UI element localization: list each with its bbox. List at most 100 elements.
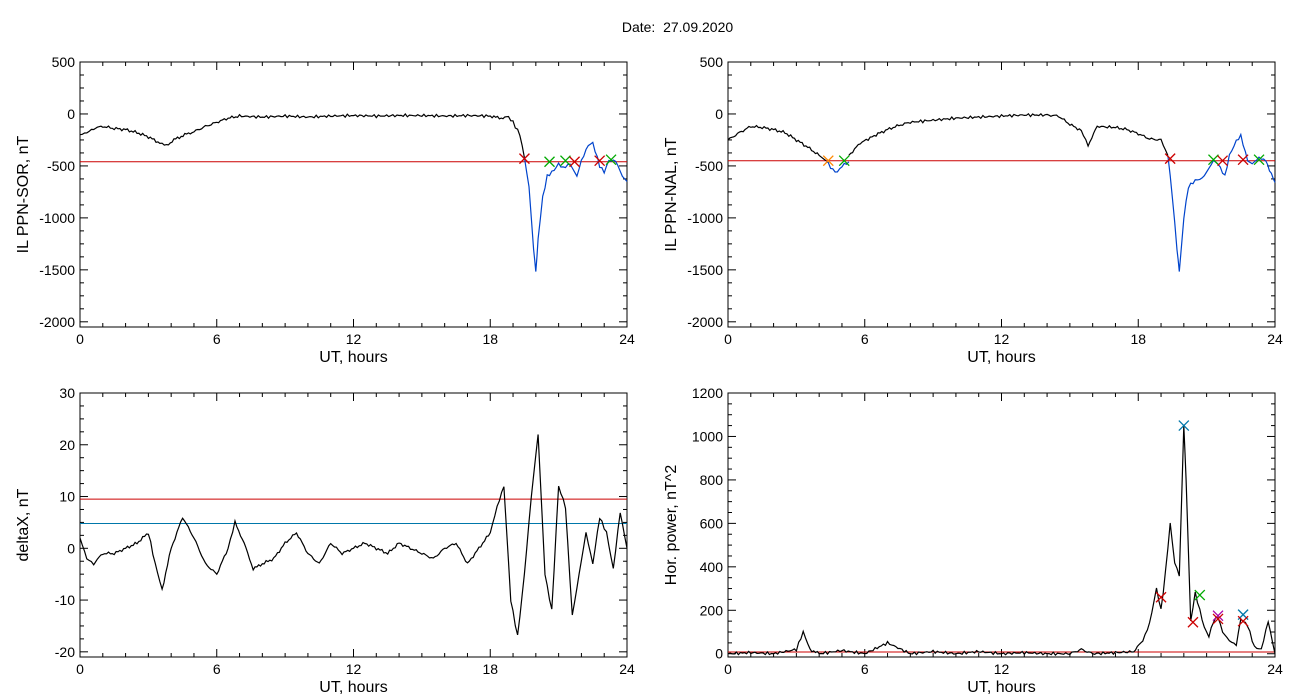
y-tick-label: -2000 bbox=[687, 314, 723, 330]
cross-marker-stroke bbox=[1155, 591, 1167, 603]
x-tick-label: 6 bbox=[213, 331, 221, 347]
x-tick-label: 6 bbox=[861, 661, 869, 677]
x-tick-label: 0 bbox=[724, 661, 732, 677]
x-tick-label: 24 bbox=[1267, 661, 1283, 677]
cross-marker bbox=[1237, 154, 1249, 166]
x-tick-label: 24 bbox=[1267, 331, 1283, 347]
y-tick-label: 0 bbox=[67, 106, 75, 122]
cross-marker bbox=[1253, 154, 1265, 166]
cross-marker bbox=[1164, 153, 1176, 165]
cross-marker bbox=[822, 155, 834, 167]
y-tick-label: 0 bbox=[715, 646, 723, 662]
cross-marker-stroke bbox=[1194, 589, 1206, 601]
cross-marker bbox=[1237, 615, 1249, 627]
y-tick-label: 1000 bbox=[692, 428, 723, 444]
x-axis-label: UT, hours bbox=[967, 679, 1035, 696]
y-tick-label: -1500 bbox=[687, 262, 723, 278]
cross-marker-stroke bbox=[1253, 154, 1265, 166]
y-tick-label: 800 bbox=[700, 472, 724, 488]
y-tick-label: 20 bbox=[59, 437, 75, 453]
chart-panel-2: 0 6 12 18 24 500 0 -500 -1000 -1500 -2000 UT, hours… bbox=[663, 54, 1283, 366]
x-axis-label: UT, hours bbox=[319, 679, 387, 696]
y-tick-label: 10 bbox=[59, 489, 75, 505]
y-tick-label: -500 bbox=[695, 158, 723, 174]
cross-marker-stroke bbox=[1212, 610, 1224, 622]
y-tick-label: -1500 bbox=[39, 262, 75, 278]
cross-marker bbox=[1217, 155, 1229, 167]
cross-marker bbox=[1194, 589, 1206, 601]
y-tick-label: 400 bbox=[700, 559, 724, 575]
series-line bbox=[1167, 132, 1276, 272]
cross-marker-stroke bbox=[518, 153, 530, 165]
x-tick-label: 6 bbox=[213, 661, 221, 677]
chart-panel-3: 0 6 12 18 24 30 20 10 0 -10 -20 UT, hours deltaX, nT bbox=[15, 385, 635, 696]
y-tick-label: -10 bbox=[55, 592, 75, 608]
x-tick-label: 12 bbox=[994, 661, 1010, 677]
cross-marker bbox=[518, 153, 530, 165]
y-tick-label: -20 bbox=[55, 644, 75, 660]
date-value: 27.09.2020 bbox=[663, 19, 734, 35]
x-axis-label: UT, hours bbox=[319, 349, 387, 366]
y-tick-label: 500 bbox=[52, 54, 76, 70]
cross-marker-stroke bbox=[838, 155, 850, 167]
cross-marker-stroke bbox=[594, 155, 606, 167]
cross-marker-stroke bbox=[1212, 613, 1224, 625]
x-tick-label: 18 bbox=[482, 661, 498, 677]
y-axis-label: deltaX, nT bbox=[15, 488, 32, 561]
x-tick-label: 18 bbox=[482, 331, 498, 347]
chart-panel-4: 0 6 12 18 24 1200 1000 800 600 400 200 0 UT, hours Ho… bbox=[663, 385, 1283, 696]
y-tick-label: 200 bbox=[700, 602, 724, 618]
cross-marker-stroke bbox=[1217, 155, 1229, 167]
y-axis-label: IL PPN-NAL, nT bbox=[663, 137, 680, 251]
y-tick-label: 0 bbox=[67, 540, 75, 556]
plot-frame bbox=[727, 61, 1276, 328]
y-tick-label: 0 bbox=[715, 106, 723, 122]
cross-marker bbox=[569, 156, 581, 168]
cross-marker-stroke bbox=[822, 155, 834, 167]
cross-marker bbox=[1187, 616, 1199, 628]
cross-marker-stroke bbox=[560, 155, 571, 167]
cross-marker bbox=[1178, 420, 1190, 432]
y-tick-label: 1200 bbox=[692, 385, 723, 401]
x-tick-label: 24 bbox=[619, 331, 635, 347]
cross-marker bbox=[594, 155, 606, 167]
cross-marker-stroke bbox=[1164, 153, 1176, 165]
cross-marker bbox=[560, 155, 571, 167]
y-tick-label: 30 bbox=[59, 385, 75, 401]
x-tick-label: 0 bbox=[76, 661, 84, 677]
y-tick-label: -1000 bbox=[39, 210, 75, 226]
plot-frame bbox=[79, 61, 628, 328]
y-tick-label: 600 bbox=[700, 515, 724, 531]
cross-marker bbox=[1212, 610, 1224, 622]
x-tick-label: 18 bbox=[1130, 331, 1146, 347]
x-tick-label: 12 bbox=[346, 331, 362, 347]
y-axis-label: IL PPN-SOR, nT bbox=[15, 135, 32, 253]
cross-marker bbox=[544, 156, 555, 168]
x-tick-label: 24 bbox=[619, 661, 635, 677]
cross-marker-stroke bbox=[1208, 154, 1219, 166]
cross-marker bbox=[1212, 613, 1224, 625]
page-title: Date: 27.09.2020 bbox=[0, 19, 1300, 35]
cross-marker-stroke bbox=[1187, 616, 1199, 628]
plot-frame bbox=[727, 392, 1276, 658]
x-tick-label: 12 bbox=[346, 661, 362, 677]
y-tick-label: 500 bbox=[700, 54, 724, 70]
series-line bbox=[727, 124, 827, 162]
x-axis-label: UT, hours bbox=[967, 349, 1035, 366]
y-tick-label: -1000 bbox=[687, 210, 723, 226]
series-line bbox=[825, 161, 850, 173]
x-tick-label: 6 bbox=[861, 331, 869, 347]
y-axis-label: Hor. power, nT^2 bbox=[663, 465, 680, 586]
plot-frame bbox=[79, 392, 628, 658]
cross-marker-stroke bbox=[1178, 420, 1190, 432]
date-label: Date: bbox=[621, 19, 656, 35]
cross-marker bbox=[1155, 591, 1167, 603]
chart-panel-1: 0 6 12 18 24 500 0 -500 -1000 -1500 -2000 UT, hours… bbox=[15, 54, 635, 366]
x-tick-label: 0 bbox=[724, 331, 732, 347]
cross-marker bbox=[605, 154, 617, 166]
cross-marker bbox=[838, 155, 850, 167]
y-tick-label: -500 bbox=[47, 158, 75, 174]
series-line bbox=[79, 434, 628, 636]
series-line bbox=[848, 112, 1169, 156]
